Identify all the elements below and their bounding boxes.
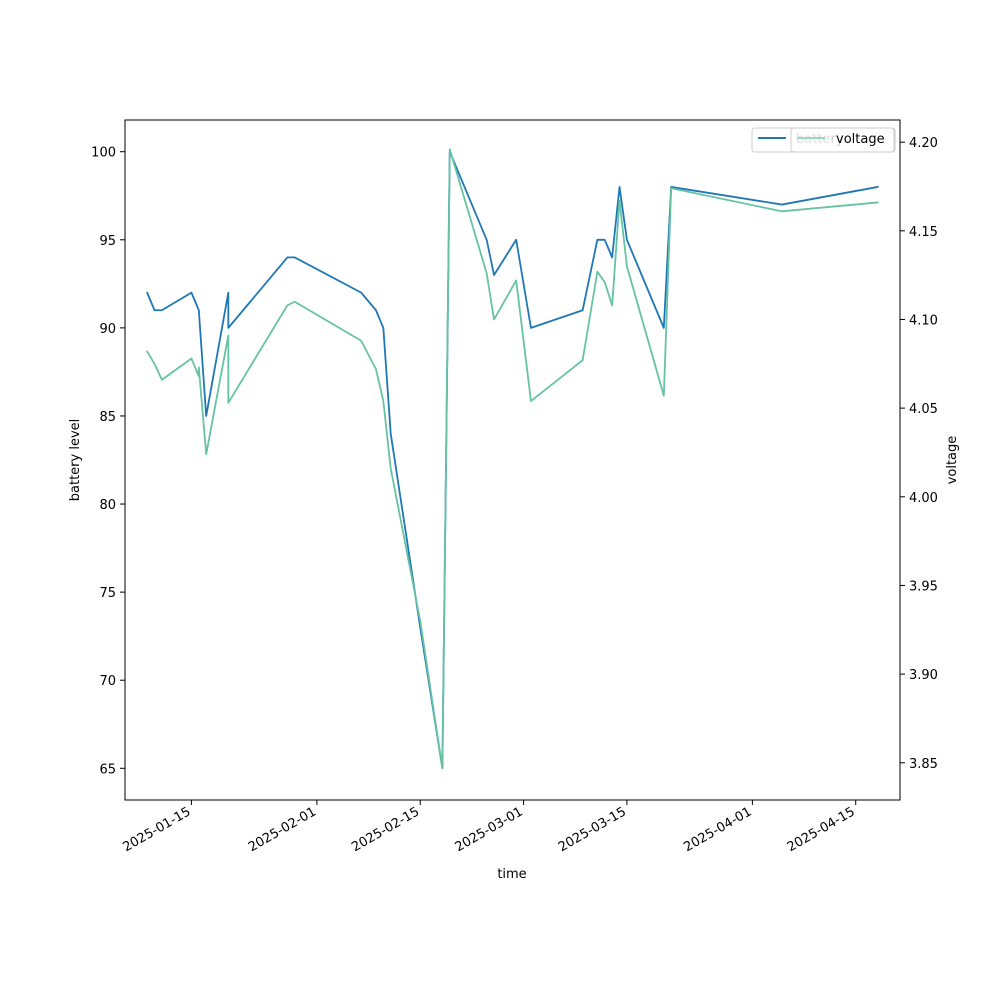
y-axis-left-title: battery level xyxy=(68,419,83,502)
y-left-tick-label: 85 xyxy=(99,410,116,425)
y-right-tick-label: 4.15 xyxy=(909,225,938,240)
series-layer xyxy=(146,148,879,770)
plot-frame xyxy=(124,119,901,801)
legend-overlap-veil xyxy=(792,129,832,151)
y-right-tick-label: 3.90 xyxy=(909,668,938,683)
y-left-tick-label: 80 xyxy=(99,498,116,513)
plot-area xyxy=(125,120,900,800)
y-left-tick-label: 70 xyxy=(99,674,116,689)
y-left-tick-label: 75 xyxy=(99,586,116,601)
y-left-tick-label: 95 xyxy=(99,234,116,249)
legend-voltage: voltage xyxy=(790,127,895,153)
legend-label-voltage: voltage xyxy=(836,132,885,147)
y-axis-left: 65 70 75 80 85 90 95 100 xyxy=(91,146,125,777)
y-axis-right-title: voltage xyxy=(945,436,960,485)
y-left-tick-label: 100 xyxy=(91,146,116,161)
y-left-tick-label: 65 xyxy=(99,762,116,777)
y-right-tick-label: 4.10 xyxy=(909,313,938,328)
series-line-voltage xyxy=(146,148,879,769)
y-right-tick-label: 4.05 xyxy=(909,402,938,417)
y-right-tick-label: 4.20 xyxy=(909,136,938,151)
legend-box-voltage xyxy=(790,127,895,153)
x-axis-title: time xyxy=(497,867,526,882)
y-axis-right: 3.85 3.90 3.95 4.00 4.05 4.10 4.15 4.20 xyxy=(900,136,938,772)
y-right-tick-label: 3.85 xyxy=(909,757,938,772)
y-right-tick-label: 3.95 xyxy=(909,579,938,594)
y-right-tick-label: 4.00 xyxy=(909,491,938,506)
y-left-tick-label: 90 xyxy=(99,322,116,337)
